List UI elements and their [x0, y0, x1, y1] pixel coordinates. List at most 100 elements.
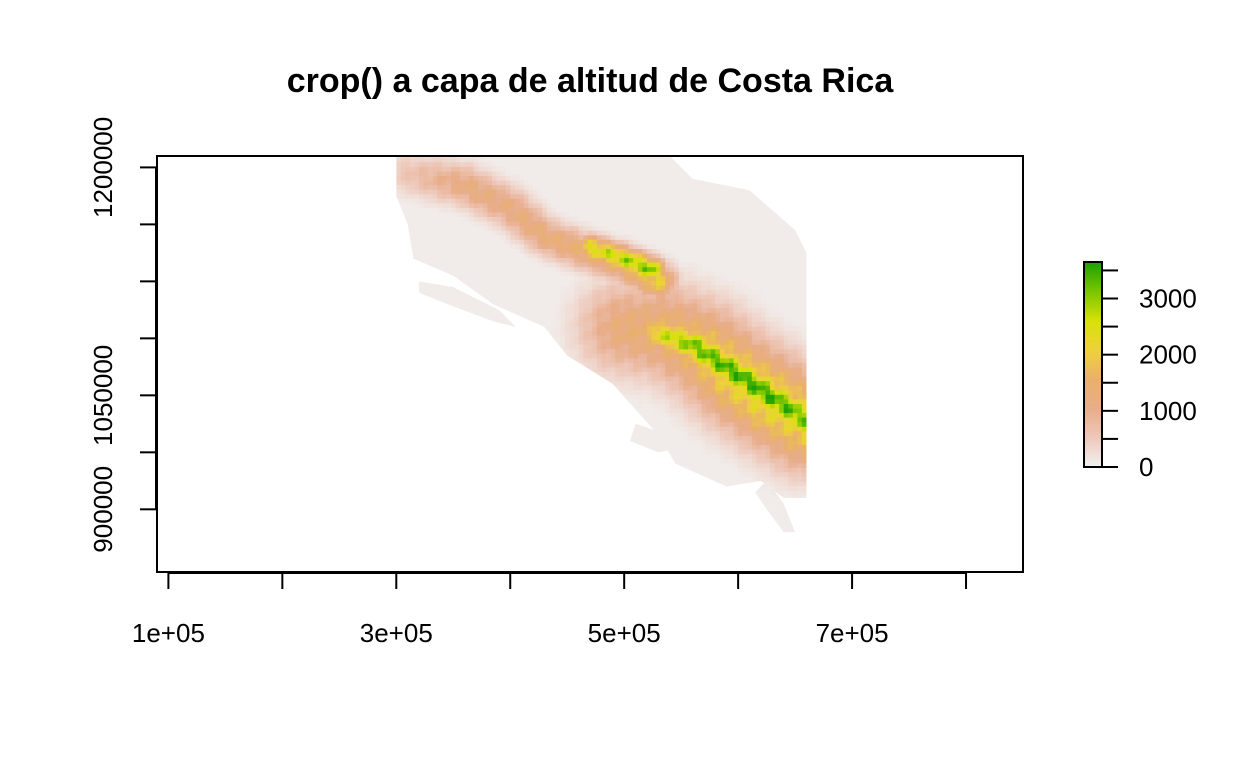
- elevation-cell: [751, 348, 757, 354]
- elevation-cell: [487, 216, 493, 222]
- elevation-cell: [628, 344, 634, 350]
- elevation-cell: [724, 430, 730, 436]
- elevation-cell: [765, 307, 771, 313]
- elevation-cell: [788, 494, 794, 500]
- elevation-cell: [783, 325, 789, 331]
- elevation-cell: [482, 207, 489, 213]
- elevation-cell: [797, 407, 803, 414]
- elevation-cell: [706, 284, 712, 290]
- elevation-cell: [423, 179, 429, 186]
- elevation-cell: [587, 257, 593, 263]
- elevation-cell: [742, 334, 748, 341]
- elevation-cell: [460, 198, 466, 204]
- elevation-cell: [528, 239, 534, 245]
- elevation-cell: [797, 334, 803, 341]
- elevation-cell: [505, 179, 511, 186]
- elevation-cell: [765, 303, 771, 309]
- elevation-cell: [601, 298, 607, 304]
- elevation-cell: [756, 417, 762, 423]
- elevation-cell: [560, 339, 566, 345]
- elevation-cell: [551, 248, 557, 254]
- elevation-cell: [619, 298, 625, 304]
- elevation-cell: [738, 471, 744, 477]
- elevation-cell: [505, 184, 511, 190]
- elevation-cell: [592, 376, 598, 382]
- elevation-cell: [774, 307, 780, 313]
- elevation-cell: [665, 334, 671, 341]
- elevation-cell: [505, 193, 511, 199]
- elevation-cell: [592, 289, 598, 295]
- elevation-cell: [779, 462, 785, 468]
- elevation-cell: [669, 376, 675, 382]
- elevation-cell: [710, 362, 716, 368]
- elevation-cell: [733, 421, 739, 427]
- elevation-cell: [678, 312, 685, 318]
- elevation-cell: [551, 262, 557, 268]
- elevation-cell: [756, 453, 762, 459]
- elevation-cell: [574, 362, 580, 368]
- elevation-cell: [637, 394, 644, 400]
- elevation-cell: [542, 243, 548, 249]
- elevation-cell: [555, 344, 561, 350]
- elevation-cell: [710, 394, 716, 400]
- elevation-cell: [683, 407, 689, 414]
- elevation-cell: [669, 344, 675, 350]
- elevation-cell: [519, 193, 525, 199]
- elevation-cell: [674, 325, 680, 331]
- elevation-cell: [715, 330, 721, 336]
- elevation-cell: [610, 248, 616, 254]
- elevation-cell: [724, 298, 730, 304]
- elevation-cell: [756, 407, 762, 414]
- elevation-cell: [770, 453, 776, 459]
- elevation-cell: [574, 366, 580, 372]
- elevation-cell: [742, 316, 748, 322]
- elevation-cell: [651, 312, 657, 318]
- elevation-cell: [697, 348, 703, 354]
- elevation-cell: [505, 211, 511, 217]
- elevation-cell: [633, 353, 639, 359]
- elevation-cell: [428, 198, 434, 204]
- elevation-cell: [701, 280, 707, 286]
- elevation-cell: [537, 189, 543, 195]
- elevation-cell: [555, 207, 561, 213]
- elevation-cell: [482, 198, 489, 204]
- elevation-cell: [615, 362, 621, 368]
- elevation-cell: [779, 371, 785, 377]
- elevation-cell: [697, 262, 703, 268]
- elevation-cell: [706, 371, 712, 377]
- elevation-cell: [665, 252, 671, 259]
- elevation-cell: [760, 426, 767, 432]
- elevation-cell: [770, 389, 776, 395]
- elevation-cell: [651, 303, 657, 309]
- elevation-cell: [747, 330, 753, 336]
- elevation-cell: [765, 312, 771, 318]
- elevation-cell: [770, 312, 776, 318]
- elevation-cell: [428, 170, 434, 176]
- elevation-cell: [706, 348, 712, 354]
- elevation-cell: [610, 330, 616, 336]
- elevation-cell: [651, 271, 657, 277]
- elevation-cell: [724, 321, 730, 327]
- elevation-cell: [760, 453, 767, 459]
- elevation-cell: [637, 307, 644, 313]
- elevation-cell: [628, 275, 634, 281]
- elevation-cell: [783, 357, 789, 363]
- elevation-cell: [801, 471, 807, 477]
- elevation-cell: [765, 426, 771, 432]
- elevation-cell: [797, 494, 803, 500]
- elevation-cell: [615, 389, 621, 395]
- elevation-cell: [783, 394, 789, 400]
- elevation-cell: [514, 184, 520, 190]
- elevation-cell: [801, 480, 807, 486]
- legend-color-step: [1084, 441, 1102, 445]
- elevation-cell: [683, 435, 689, 441]
- elevation-cell: [514, 221, 520, 227]
- elevation-cell: [647, 262, 653, 268]
- elevation-cell: [551, 239, 557, 245]
- elevation-cell: [642, 248, 648, 254]
- elevation-cell: [801, 448, 807, 455]
- elevation-cell: [747, 389, 753, 395]
- elevation-cell: [592, 221, 598, 227]
- elevation-cell: [660, 412, 666, 418]
- legend-color-step: [1084, 402, 1102, 407]
